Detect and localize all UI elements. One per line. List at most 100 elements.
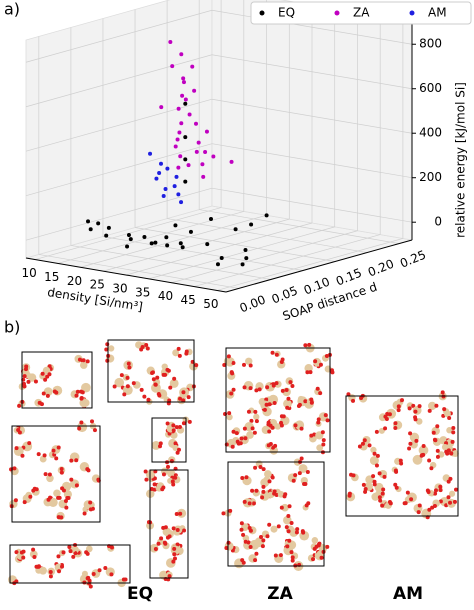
atom-si — [151, 440, 161, 450]
atom-si — [415, 418, 423, 425]
atom-o — [363, 487, 368, 492]
atom-o — [381, 487, 386, 492]
data-point — [196, 140, 201, 145]
atom-o — [407, 406, 412, 411]
atom-o — [81, 358, 86, 363]
atom-o — [145, 346, 150, 351]
atom-o — [258, 534, 263, 539]
structure-label: ZA — [267, 584, 293, 604]
atom-o — [448, 500, 453, 505]
atom-si — [27, 373, 37, 382]
atom-o — [299, 426, 304, 431]
atom-o — [74, 483, 79, 488]
atom-o — [159, 536, 164, 541]
data-point — [229, 159, 234, 164]
grid-line — [167, 218, 368, 253]
grid-line — [25, 54, 213, 108]
atom-si — [369, 456, 379, 466]
x-tick-label: 45 — [181, 293, 196, 307]
data-point — [181, 76, 186, 81]
data-point — [149, 241, 154, 246]
data-point — [168, 39, 173, 44]
data-point — [128, 237, 133, 242]
atom-o — [303, 343, 308, 348]
atom-o — [427, 507, 432, 512]
atom-o — [394, 469, 399, 474]
atom-o — [441, 394, 446, 399]
atom-o — [125, 375, 130, 380]
atom-si — [281, 503, 289, 512]
atom-o — [162, 540, 167, 545]
grid-line — [80, 214, 267, 268]
atom-o — [75, 389, 80, 394]
atom-o — [375, 453, 380, 458]
atom-o — [91, 571, 96, 576]
data-point — [204, 129, 209, 134]
data-point — [233, 227, 238, 232]
atom-si — [283, 515, 292, 525]
atom-o — [224, 442, 229, 447]
atom-o — [241, 532, 246, 537]
atom-o — [122, 392, 127, 397]
atom-o — [28, 494, 33, 499]
unit-cell — [345, 395, 459, 517]
atom-o — [396, 408, 401, 413]
atom-o — [287, 538, 292, 543]
atom-si — [370, 446, 377, 454]
legend-label: ZA — [353, 6, 370, 20]
atom-o — [380, 503, 385, 508]
atom-o — [231, 429, 236, 434]
atom-o — [248, 528, 253, 533]
atom-o — [253, 409, 258, 414]
atom-o — [261, 484, 266, 489]
atom-o — [283, 492, 288, 497]
atom-o — [86, 468, 91, 473]
atom-o — [432, 437, 437, 442]
atom-o — [156, 392, 161, 397]
atom-o — [79, 420, 84, 425]
atom-o — [260, 495, 265, 500]
atom-o — [79, 396, 84, 401]
atom-o — [144, 477, 149, 482]
atom-o — [161, 472, 166, 477]
atom-o — [59, 466, 64, 471]
atom-o — [105, 342, 110, 347]
atom-o — [393, 482, 398, 487]
atom-o — [71, 554, 76, 559]
atom-o — [61, 550, 66, 555]
legend-label: EQ — [278, 6, 295, 20]
atom-o — [286, 514, 291, 519]
atom-o — [266, 420, 271, 425]
atom-o — [80, 390, 85, 395]
data-point — [125, 244, 130, 249]
data-point — [104, 233, 109, 238]
atom-si — [446, 427, 453, 434]
atom-o — [393, 421, 398, 426]
atom-o — [273, 553, 278, 558]
atom-si — [172, 349, 180, 357]
atom-o — [279, 423, 284, 428]
atom-o — [43, 377, 48, 382]
atom-o — [308, 370, 313, 375]
atom-o — [239, 527, 244, 532]
unit-cell — [9, 544, 131, 584]
data-point — [179, 121, 184, 126]
atom-o — [181, 421, 186, 426]
data-point — [158, 161, 163, 166]
atom-o — [293, 563, 298, 568]
x-tick-label: 50 — [203, 297, 218, 311]
atom-o — [181, 390, 186, 395]
z-tick-label: 0 — [434, 215, 442, 229]
data-point — [177, 130, 182, 135]
data-point — [200, 162, 205, 167]
atom-o — [272, 401, 277, 406]
data-point — [187, 112, 192, 117]
atom-o — [242, 499, 247, 504]
atom-o — [142, 394, 147, 399]
data-point — [176, 165, 181, 170]
atom-o — [451, 425, 456, 430]
data-point — [126, 233, 131, 238]
atom-o — [155, 375, 160, 380]
atom-o — [262, 407, 267, 412]
data-point — [192, 88, 197, 93]
